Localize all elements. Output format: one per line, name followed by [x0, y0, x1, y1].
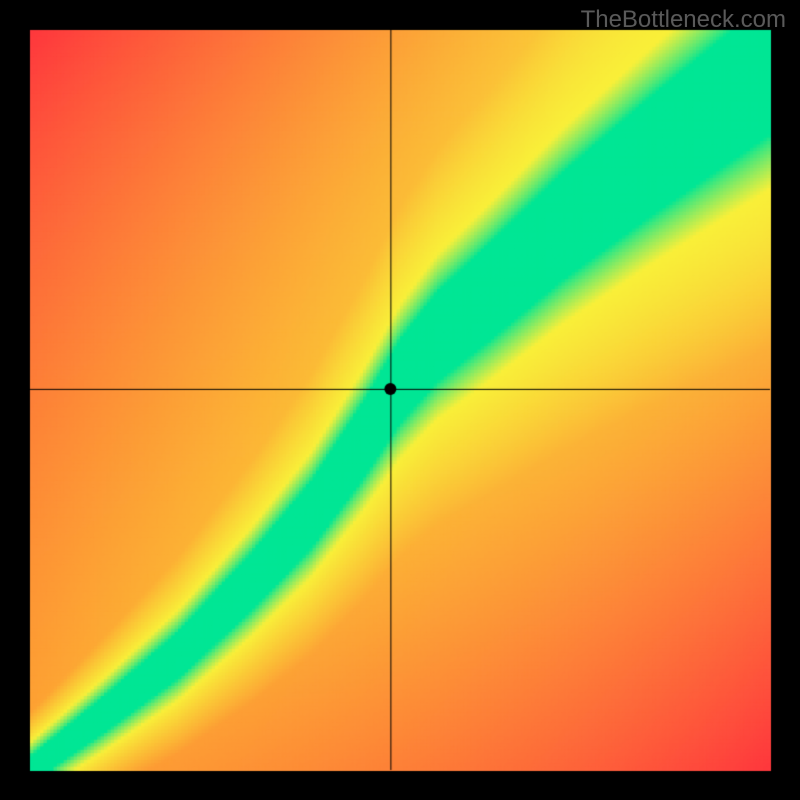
- watermark-text: TheBottleneck.com: [581, 6, 786, 34]
- heatmap-chart: [0, 0, 800, 800]
